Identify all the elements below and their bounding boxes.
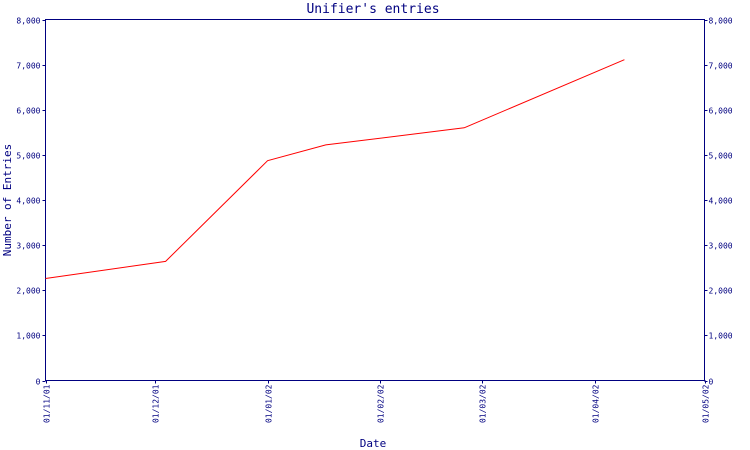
y-tick-label: 6,000 (16, 107, 40, 116)
y-tick-label: 0 (36, 378, 41, 387)
y-tick-label-right: 6,000 (709, 107, 733, 116)
y-tick-label: 4,000 (16, 197, 40, 206)
x-tick-label: 01/11/01 (43, 384, 52, 423)
chart-title: Unifier's entries (306, 2, 439, 17)
y-tick-label-right: 7,000 (709, 62, 733, 71)
y-tick-label-right: 4,000 (709, 197, 733, 206)
x-tick-label: 01/02/02 (377, 384, 386, 423)
y-axis-label: Number of Entries (1, 144, 14, 257)
x-axis-label: Date (360, 437, 387, 450)
plot-frame (45, 19, 705, 381)
series-line (45, 59, 625, 279)
series-layer (45, 59, 625, 279)
y-tick-label: 1,000 (16, 332, 40, 341)
x-tick-label: 01/03/02 (479, 384, 488, 423)
y-tick-label: 2,000 (16, 287, 40, 296)
y-axis-left: 0 1,000 2,000 3,000 4,000 5,000 6,000 7,000 8,00… (16, 17, 46, 387)
y-tick-label: 8,000 (16, 17, 40, 26)
x-tick-label: 01/04/02 (592, 384, 601, 423)
y-tick-label-right: 2,000 (709, 287, 733, 296)
x-tick-label: 01/12/01 (152, 384, 161, 423)
y-tick-label: 3,000 (16, 242, 40, 251)
x-axis: 01/11/01 01/12/01 01/01/02 01/02/02 01/03/02… (43, 380, 711, 423)
y-tick-label-right: 0 (709, 378, 714, 387)
x-tick-label: 01/05/02 (702, 384, 711, 423)
y-tick-label-right: 5,000 (709, 152, 733, 161)
y-tick-label-right: 3,000 (709, 242, 733, 251)
y-axis-right: 0 1,000 2,000 3,000 4,000 5,000 6,000 7,000 8,00… (704, 17, 733, 387)
y-tick-label: 7,000 (16, 62, 40, 71)
y-tick-label: 5,000 (16, 152, 40, 161)
y-tick-label-right: 8,000 (709, 17, 733, 26)
y-tick-label-right: 1,000 (709, 332, 733, 341)
x-tick-label: 01/01/02 (265, 384, 274, 423)
